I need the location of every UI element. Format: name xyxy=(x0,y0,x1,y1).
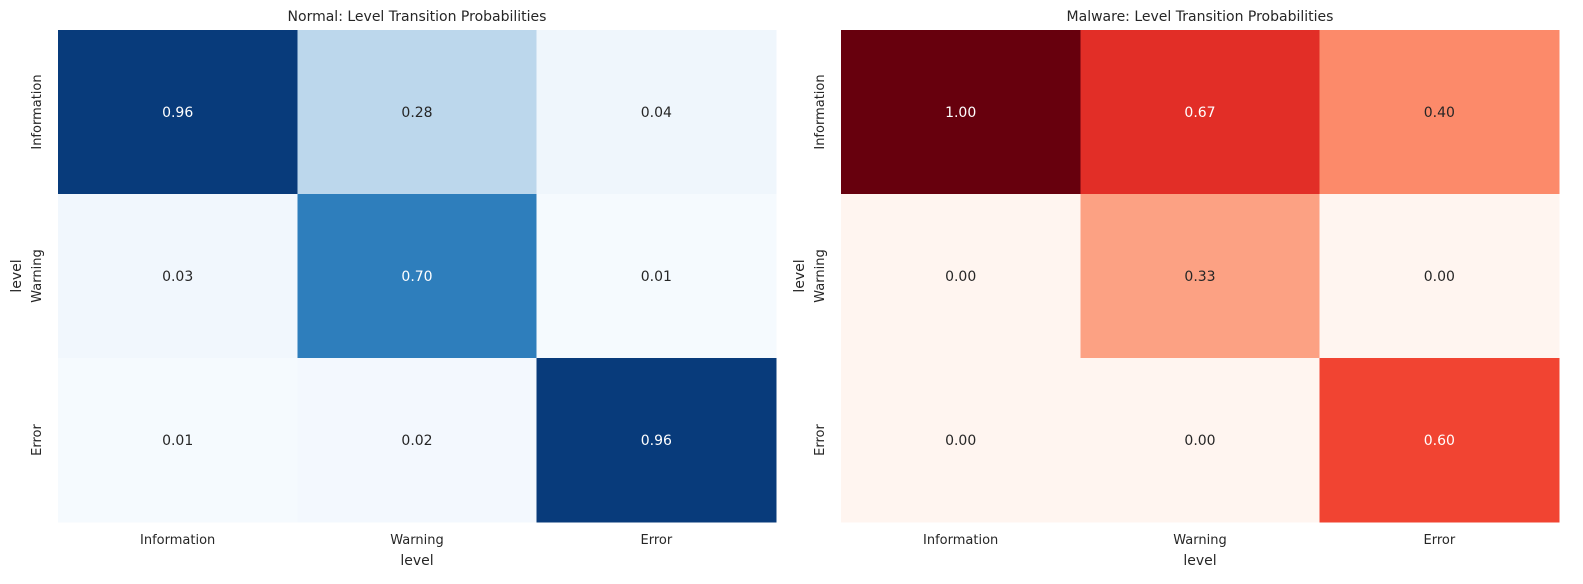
cell-value-label: 0.67 xyxy=(1184,105,1215,121)
cell-value-label: 0.03 xyxy=(162,269,193,285)
heatmap-cell xyxy=(58,358,298,523)
x-tick-label: Information xyxy=(140,533,215,548)
heatmap-cell xyxy=(58,30,298,195)
chart-title: Normal: Level Transition Probabilities xyxy=(288,9,547,25)
y-tick-label: Information xyxy=(813,74,828,149)
y-tick-label: Error xyxy=(30,424,45,456)
y-tick-label: Warning xyxy=(30,249,45,302)
cell-value-label: 0.01 xyxy=(162,433,193,449)
cell-value-label: 0.70 xyxy=(401,269,432,285)
x-tick-label: Information xyxy=(923,533,998,548)
heatmap-cell xyxy=(1319,30,1560,195)
x-axis-label: level xyxy=(1183,553,1216,569)
x-tick-label: Warning xyxy=(390,533,443,548)
heatmap-cell xyxy=(297,358,538,523)
x-tick-label: Warning xyxy=(1173,533,1226,548)
cell-value-label: 0.01 xyxy=(641,269,672,285)
heatmap-cell xyxy=(1080,30,1321,195)
heatmap-cell xyxy=(1319,194,1560,359)
x-tick-label: Error xyxy=(1423,533,1455,548)
heatmap-panel-1: Malware: Level Transition Probabilities 1… xyxy=(792,9,1560,569)
cell-value-label: 0.00 xyxy=(1424,269,1455,285)
y-tick-label: Information xyxy=(30,74,45,149)
cell-value-label: 0.00 xyxy=(945,433,976,449)
heatmap-cell xyxy=(1080,194,1321,359)
heatmap-cell xyxy=(1080,358,1321,523)
y-tick-label: Warning xyxy=(813,249,828,302)
cell-value-label: 0.00 xyxy=(945,269,976,285)
x-tick-label: Error xyxy=(640,533,672,548)
y-tick-label: Error xyxy=(813,424,828,456)
heatmap-cell xyxy=(536,30,777,195)
cell-value-label: 0.04 xyxy=(641,105,672,121)
cell-value-label: 0.96 xyxy=(641,433,672,449)
heatmap-cell xyxy=(536,358,777,523)
heatmap-cell xyxy=(1319,358,1560,523)
cell-value-label: 0.96 xyxy=(162,105,193,121)
cell-value-label: 0.28 xyxy=(401,105,432,121)
heatmap-panel-0: Normal: Level Transition Probabilities 0.… xyxy=(9,9,777,569)
heatmap-cell xyxy=(58,194,298,359)
heatmap-cell xyxy=(841,358,1081,523)
heatmap-cell xyxy=(841,30,1081,195)
cell-value-label: 0.60 xyxy=(1424,433,1455,449)
cell-value-label: 1.00 xyxy=(945,105,976,121)
heatmap-cell xyxy=(297,194,538,359)
cell-value-label: 0.40 xyxy=(1424,105,1455,121)
heatmap-cell xyxy=(841,194,1081,359)
heatmap-cell xyxy=(536,194,777,359)
x-axis-label: level xyxy=(400,553,433,569)
y-axis-label: level xyxy=(9,259,25,292)
y-axis-label: level xyxy=(792,259,808,292)
cell-value-label: 0.00 xyxy=(1184,433,1215,449)
cell-value-label: 0.33 xyxy=(1184,269,1215,285)
chart-title: Malware: Level Transition Probabilities xyxy=(1067,9,1334,25)
cell-value-label: 0.02 xyxy=(401,433,432,449)
heatmap-cell xyxy=(297,30,538,195)
